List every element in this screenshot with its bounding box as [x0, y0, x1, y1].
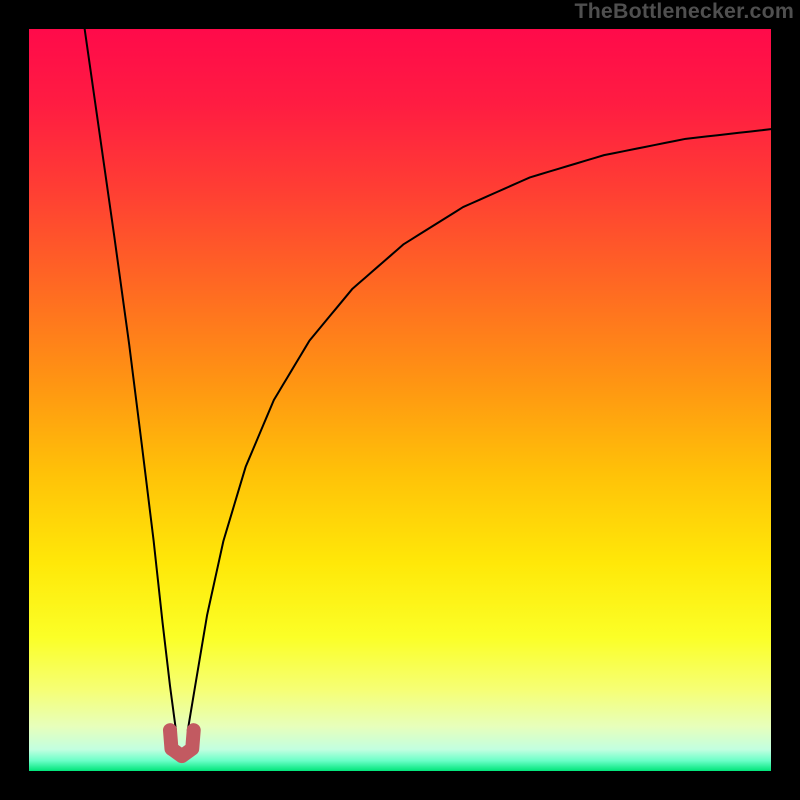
chart-plot-area	[29, 29, 771, 771]
watermark-label: TheBottlenecker.com	[574, 0, 794, 23]
chart-background	[29, 29, 771, 771]
chart-svg	[29, 29, 771, 771]
chart-stage: TheBottlenecker.com	[0, 0, 800, 800]
